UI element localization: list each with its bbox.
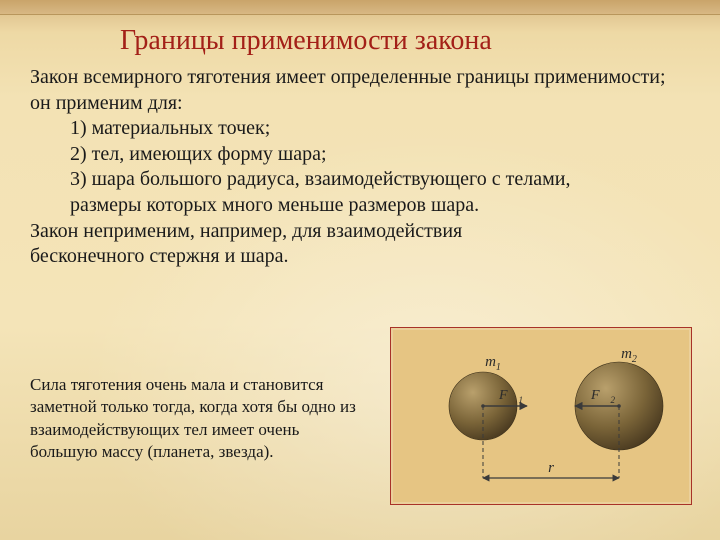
top-accent-bar [0,0,720,15]
svg-text:m1: m1 [485,354,501,373]
gravity-figure: m1m2F⃗1F⃗2r [390,327,692,505]
slide-title: Границы применимости закона [120,25,720,57]
paragraph-note-line2: бесконечного стержня и шара. [30,244,690,270]
lower-row: Сила тяготения очень мала и становится з… [0,327,720,510]
list-item-3-line1: 3) шара большого радиуса, взаимодействую… [70,167,690,193]
paragraph-note-line1: Закон неприменим, например, для взаимоде… [30,219,690,245]
list-item-2: 2) тел, имеющих форму шара; [70,142,690,168]
svg-text:r: r [548,460,554,476]
body-text: Закон всемирного тяготения имеет определ… [30,65,690,270]
list-item-3-line2: размеры которых много меньше размеров ша… [70,193,690,219]
list-item-1: 1) материальных точек; [70,116,690,142]
figure-container: m1m2F⃗1F⃗2r [390,327,692,510]
paragraph-intro: Закон всемирного тяготения имеет определ… [30,65,690,116]
figure-caption: Сила тяготения очень мала и становится з… [30,374,360,462]
slide: Границы применимости закона Закон всемир… [0,0,720,540]
svg-text:F⃗1: F⃗1 [498,388,523,405]
